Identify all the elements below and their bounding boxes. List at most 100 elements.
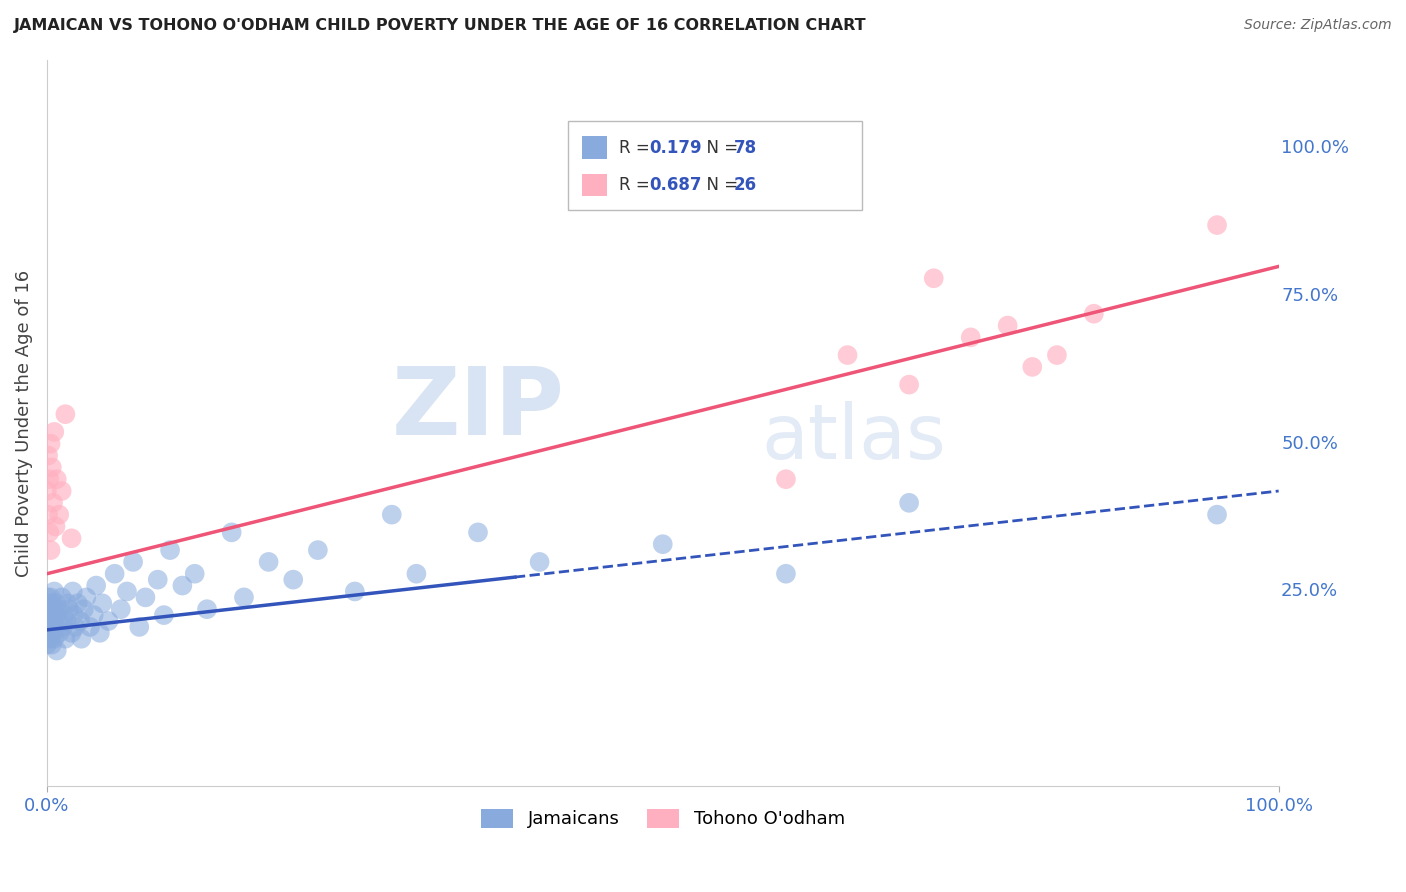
- Point: [44, 620, 66, 634]
- Point: [898, 496, 921, 510]
- Point: [104, 566, 127, 581]
- Text: 75.0%: 75.0%: [1281, 287, 1339, 305]
- Point: [44, 608, 66, 623]
- Point: [55, 614, 77, 628]
- Text: 0.179: 0.179: [650, 138, 702, 157]
- Point: [35, 483, 58, 498]
- Point: [84, 578, 107, 592]
- Point: [69, 614, 91, 628]
- Point: [45, 596, 67, 610]
- Point: [60, 531, 83, 545]
- Point: [37, 508, 59, 522]
- Point: [35, 614, 58, 628]
- Point: [38, 472, 60, 486]
- Point: [89, 625, 111, 640]
- Point: [39, 436, 62, 450]
- Point: [39, 608, 62, 623]
- Point: [42, 496, 65, 510]
- Point: [44, 519, 66, 533]
- Point: [529, 555, 551, 569]
- Text: R =: R =: [619, 138, 655, 157]
- Point: [35, 638, 58, 652]
- Point: [128, 620, 150, 634]
- Point: [41, 620, 63, 634]
- Point: [75, 591, 97, 605]
- Text: N =: N =: [696, 176, 744, 194]
- Point: [53, 407, 76, 421]
- Text: R =: R =: [619, 176, 655, 194]
- Point: [51, 483, 73, 498]
- Point: [44, 584, 66, 599]
- Point: [42, 625, 65, 640]
- Point: [63, 608, 86, 623]
- Point: [922, 271, 945, 285]
- Point: [97, 614, 120, 628]
- Point: [153, 608, 176, 623]
- Point: [172, 578, 194, 592]
- Point: [42, 614, 65, 628]
- Point: [58, 602, 80, 616]
- Point: [37, 632, 59, 646]
- Point: [48, 602, 70, 616]
- Point: [44, 632, 66, 646]
- Point: [35, 608, 58, 623]
- Point: [775, 566, 797, 581]
- Point: [38, 602, 60, 616]
- Point: [41, 638, 63, 652]
- Point: [56, 596, 79, 610]
- Point: [307, 543, 329, 558]
- Point: [997, 318, 1019, 333]
- Text: Source: ZipAtlas.com: Source: ZipAtlas.com: [1244, 18, 1392, 32]
- Text: ZIP: ZIP: [391, 362, 564, 455]
- Point: [52, 620, 75, 634]
- Point: [1206, 218, 1229, 232]
- Text: 0.687: 0.687: [650, 176, 702, 194]
- Text: 100.0%: 100.0%: [1281, 139, 1350, 157]
- Point: [38, 614, 60, 628]
- Point: [381, 508, 404, 522]
- Point: [405, 566, 427, 581]
- Y-axis label: Child Poverty Under the Age of 16: Child Poverty Under the Age of 16: [15, 269, 32, 576]
- Point: [73, 602, 96, 616]
- Point: [35, 625, 58, 640]
- Point: [39, 543, 62, 558]
- Point: [467, 525, 489, 540]
- Point: [233, 591, 256, 605]
- Point: [1206, 508, 1229, 522]
- Text: N =: N =: [696, 138, 744, 157]
- Point: [79, 620, 101, 634]
- Point: [283, 573, 305, 587]
- Point: [66, 596, 89, 610]
- Point: [48, 508, 70, 522]
- Point: [45, 643, 67, 657]
- Point: [39, 632, 62, 646]
- Point: [91, 596, 114, 610]
- Point: [83, 608, 105, 623]
- Point: [41, 460, 63, 475]
- Text: JAMAICAN VS TOHONO O'ODHAM CHILD POVERTY UNDER THE AGE OF 16 CORRELATION CHART: JAMAICAN VS TOHONO O'ODHAM CHILD POVERTY…: [14, 18, 866, 33]
- Point: [195, 602, 218, 616]
- Point: [35, 602, 58, 616]
- Point: [46, 614, 69, 628]
- Point: [1083, 307, 1105, 321]
- Point: [45, 472, 67, 486]
- Point: [37, 449, 59, 463]
- Point: [837, 348, 859, 362]
- Point: [51, 591, 73, 605]
- Point: [38, 625, 60, 640]
- Point: [257, 555, 280, 569]
- Point: [898, 377, 921, 392]
- Point: [53, 608, 76, 623]
- Text: 50.0%: 50.0%: [1281, 434, 1339, 453]
- Point: [39, 591, 62, 605]
- Text: 26: 26: [734, 176, 756, 194]
- Point: [35, 591, 58, 605]
- Point: [651, 537, 673, 551]
- Point: [62, 584, 84, 599]
- Point: [1046, 348, 1069, 362]
- Point: [37, 620, 59, 634]
- Point: [41, 596, 63, 610]
- Point: [44, 425, 66, 439]
- Point: [110, 602, 132, 616]
- Text: 78: 78: [734, 138, 756, 157]
